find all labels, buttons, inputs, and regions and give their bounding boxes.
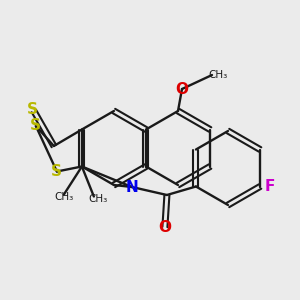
Text: S: S — [30, 118, 41, 134]
Text: O: O — [176, 82, 188, 97]
Text: CH₃: CH₃ — [88, 194, 107, 203]
Text: S: S — [27, 103, 38, 118]
Text: CH₃: CH₃ — [54, 191, 74, 202]
Text: N: N — [125, 179, 138, 194]
Text: F: F — [265, 179, 275, 194]
Text: CH₃: CH₃ — [208, 70, 228, 80]
Text: S: S — [51, 164, 62, 179]
Text: O: O — [158, 220, 171, 235]
